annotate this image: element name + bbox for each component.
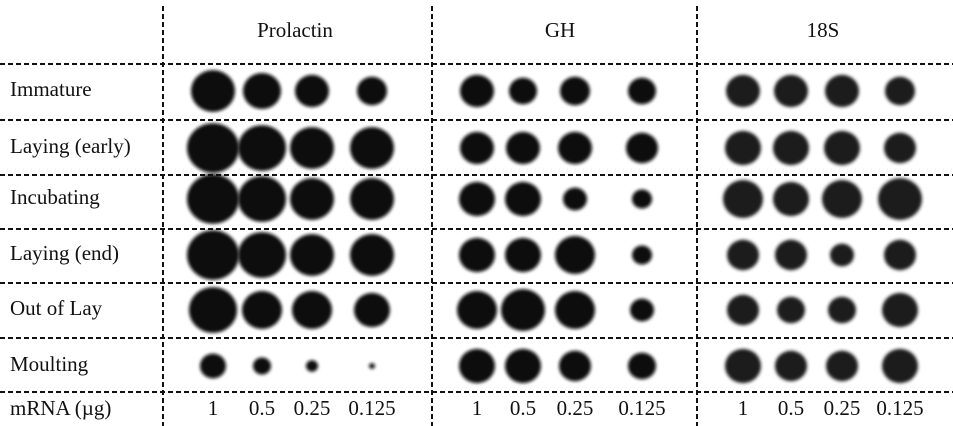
row-label: Out of Lay	[10, 296, 103, 320]
blot-dot	[725, 348, 761, 384]
blot-dot	[243, 72, 281, 110]
blot-dot	[822, 180, 862, 218]
row-label: Incubating	[10, 185, 100, 209]
grid	[162, 6, 698, 426]
amount-label: 0.25	[557, 396, 594, 420]
blot-dot	[238, 125, 286, 171]
amount-label: 0.125	[876, 396, 923, 420]
blot-dot	[826, 350, 858, 382]
blot-dot	[828, 296, 856, 324]
amount-label: 1	[738, 396, 749, 420]
blot-dot	[626, 132, 658, 164]
amount-label: 0.25	[294, 396, 331, 420]
blot-dot	[187, 174, 239, 224]
blot-dot	[555, 236, 595, 274]
blot-dot	[459, 348, 495, 384]
blot-dot	[506, 131, 540, 165]
blot-dot	[505, 181, 541, 217]
blot-dot	[824, 130, 860, 166]
column-header: 18S	[807, 18, 840, 42]
blot-dot	[459, 181, 495, 217]
blot-dot	[242, 291, 282, 329]
blot-dot	[350, 178, 394, 220]
row-label: Immature	[10, 77, 92, 101]
amount-label: 0.5	[249, 396, 275, 420]
column-header: GH	[545, 18, 575, 42]
blot-dot	[727, 239, 759, 271]
amount-label: 1	[208, 396, 219, 420]
blot-dot	[501, 289, 545, 331]
blot-dot	[457, 291, 497, 329]
blot-dot	[560, 76, 590, 106]
blot-dot	[290, 178, 334, 220]
amount-label: 0.5	[778, 396, 804, 420]
blot-dot	[290, 234, 334, 276]
amount-label: 0.5	[510, 396, 536, 420]
blot-dot	[632, 189, 652, 209]
blot-dot	[460, 74, 494, 108]
blot-dot	[505, 237, 541, 273]
amount-label: 1	[472, 396, 483, 420]
blot-dot	[238, 232, 286, 278]
blot-dot	[884, 239, 916, 271]
blot-dot	[350, 127, 394, 169]
blot-dot	[882, 348, 918, 384]
blot-dot	[253, 357, 271, 375]
blot-dot	[189, 287, 237, 333]
blot-dot	[726, 74, 760, 108]
blot-dot	[727, 294, 759, 326]
amount-label: 0.125	[618, 396, 665, 420]
blot-dot	[187, 123, 239, 173]
blot-dot	[563, 187, 587, 211]
blot-dot	[460, 131, 494, 165]
blot-dot	[882, 292, 918, 328]
blot-dot	[558, 131, 592, 165]
blot-dot	[459, 237, 495, 273]
blot-dot	[878, 178, 922, 220]
blot-dot	[191, 70, 235, 112]
blot-dot	[555, 291, 595, 329]
footer-label: mRNA (µg)	[10, 396, 111, 420]
blot-dot	[884, 132, 916, 164]
blot-dot	[350, 234, 394, 276]
blot-dot	[775, 350, 807, 382]
column-header: Prolactin	[257, 18, 333, 42]
blot-dot	[628, 352, 656, 380]
blot-dot	[290, 127, 334, 169]
blot-dot	[630, 298, 654, 322]
blot-dot	[505, 348, 541, 384]
blot-dot	[559, 350, 591, 382]
blot-dot	[238, 176, 286, 222]
blot-dot	[357, 76, 387, 106]
blot-dot	[509, 77, 537, 105]
blot-dot	[825, 74, 859, 108]
blot-dot	[774, 74, 808, 108]
blot-dot	[306, 360, 318, 372]
blot-dot	[775, 239, 807, 271]
amount-label: 0.25	[824, 396, 861, 420]
blot-dot	[773, 130, 809, 166]
blot-dot	[628, 77, 656, 105]
row-label: Laying (end)	[10, 241, 119, 265]
blot-dot	[773, 181, 809, 217]
amount-label: 0.125	[348, 396, 395, 420]
blot-dot	[292, 291, 332, 329]
blot-dot	[295, 74, 329, 108]
blot-dot	[200, 353, 226, 379]
blot-dot	[777, 296, 805, 324]
blot-dot	[723, 180, 763, 218]
row-label: Laying (early)	[10, 134, 131, 158]
blot-dot	[369, 363, 375, 369]
blot-dot	[354, 292, 390, 328]
blot-dot	[830, 243, 854, 267]
blot-dot	[725, 130, 761, 166]
blot-dot	[632, 245, 652, 265]
blot-dot	[885, 76, 915, 106]
blot-dot	[187, 230, 239, 280]
row-label: Moulting	[10, 352, 89, 376]
